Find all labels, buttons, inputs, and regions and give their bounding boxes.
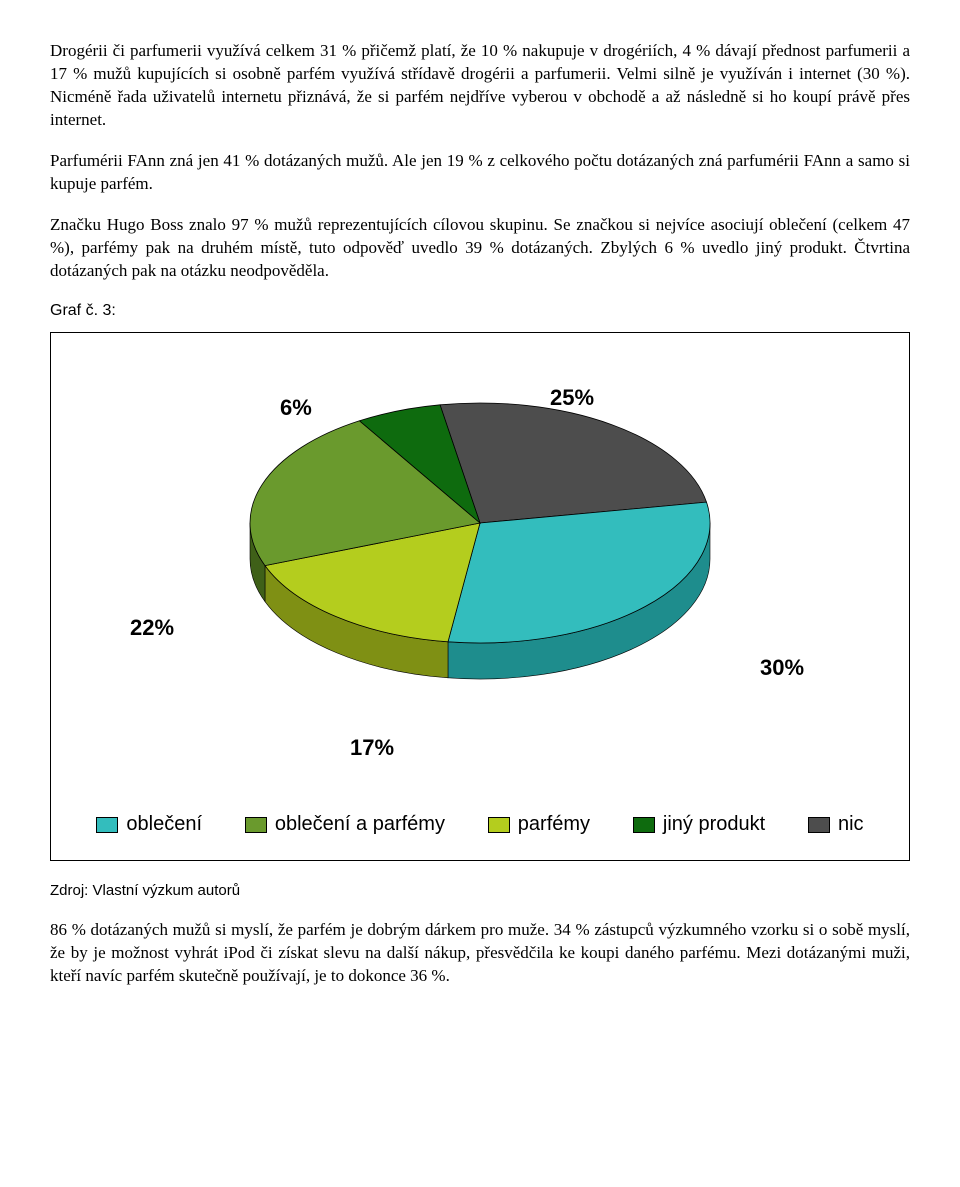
legend-item-obleceni: oblečení [96, 811, 202, 838]
pie-wrap: 25% 30% 17% 22% 6% [120, 363, 840, 783]
legend-swatch-jiny_produkt [633, 817, 655, 833]
pct-label-obleceni_a_parfemy: 22% [130, 613, 174, 643]
legend-swatch-obleceni_a_parfemy [245, 817, 267, 833]
pct-label-parfemy: 17% [350, 733, 394, 763]
legend-item-nic: nic [808, 811, 864, 838]
legend-label-parfemy: parfémy [518, 811, 590, 838]
legend-label-jiny_produkt: jiný produkt [663, 811, 765, 838]
legend-swatch-obleceni [96, 817, 118, 833]
legend-label-obleceni_a_parfemy: oblečení a parfémy [275, 811, 445, 838]
legend-swatch-nic [808, 817, 830, 833]
chart-container: 25% 30% 17% 22% 6% oblečení oblečení a parfém… [50, 332, 910, 861]
legend-label-nic: nic [838, 811, 864, 838]
pct-label-nic: 25% [550, 383, 594, 413]
chart-legend: oblečení oblečení a parfémy parfémy jiný pr… [71, 801, 889, 846]
legend-item-obleceni_a_parfemy: oblečení a parfémy [245, 811, 445, 838]
chart-label: Graf č. 3: [50, 300, 910, 322]
paragraph-3: Značku Hugo Boss znalo 97 % mužů repreze… [50, 214, 910, 283]
legend-item-parfemy: parfémy [488, 811, 590, 838]
chart-source: Zdroj: Vlastní výzkum autorů [50, 881, 910, 901]
pie-slice-nic [440, 403, 706, 523]
paragraph-1: Drogérii či parfumerii využívá celkem 31… [50, 40, 910, 132]
paragraph-2: Parfumérii FAnn zná jen 41 % dotázaných … [50, 150, 910, 196]
legend-item-jiny_produkt: jiný produkt [633, 811, 765, 838]
pct-label-obleceni: 30% [760, 653, 804, 683]
legend-label-obleceni: oblečení [126, 811, 202, 838]
paragraph-4: 86 % dotázaných mužů si myslí, že parfém… [50, 919, 910, 988]
pct-label-jiny_produkt: 6% [280, 393, 312, 423]
legend-swatch-parfemy [488, 817, 510, 833]
